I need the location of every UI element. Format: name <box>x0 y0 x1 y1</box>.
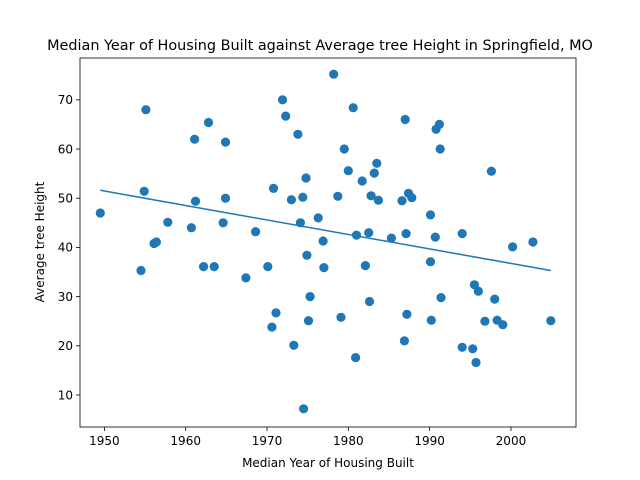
scatter-point <box>436 293 446 303</box>
scatter-point <box>298 192 308 202</box>
scatter-point <box>302 250 312 260</box>
scatter-point <box>399 336 409 346</box>
scatter-point <box>267 322 277 332</box>
x-tick-label: 1950 <box>89 434 120 448</box>
scatter-point <box>329 69 339 79</box>
x-tick-label: 1980 <box>333 434 364 448</box>
y-tick-label: 40 <box>58 241 73 255</box>
scatter-point <box>271 308 281 318</box>
scatter-points <box>95 69 556 414</box>
scatter-point <box>251 227 261 237</box>
chart-title: Median Year of Housing Built against Ave… <box>47 38 593 54</box>
scatter-point <box>190 134 200 144</box>
scatter-point <box>220 137 231 147</box>
scatter-point <box>351 353 361 363</box>
scatter-point <box>313 213 323 223</box>
scatter-point <box>318 236 328 246</box>
scatter-point <box>425 257 436 267</box>
scatter-point <box>480 316 490 326</box>
scatter-point <box>203 117 214 128</box>
scatter-point <box>369 168 379 178</box>
scatter-point <box>457 342 467 352</box>
scatter-point <box>199 262 209 272</box>
scatter-point <box>209 262 219 272</box>
y-tick-label: 70 <box>58 93 73 107</box>
scatter-point <box>303 316 314 326</box>
x-tick-label: 1970 <box>252 434 283 448</box>
scatter-point <box>407 193 417 203</box>
scatter-point <box>401 229 411 239</box>
scatter-point <box>301 173 311 183</box>
scatter-point <box>220 193 231 203</box>
y-tick-label: 20 <box>58 339 73 353</box>
scatter-point <box>473 286 483 296</box>
scatter-point <box>425 210 436 220</box>
plot-area: 1950 1960 1970 1980 1990 2000 10 20 30 40 50 60 70 <box>58 57 577 448</box>
scatter-point <box>364 296 375 307</box>
y-tick-label: 10 <box>58 388 73 402</box>
scatter-point <box>373 195 383 205</box>
scatter-point <box>277 95 288 105</box>
scatter-point <box>339 144 349 154</box>
scatter-point <box>299 404 309 414</box>
scatter-point <box>351 230 362 240</box>
x-tick-label: 2000 <box>496 434 527 448</box>
scatter-point <box>348 103 358 113</box>
scatter-point <box>333 191 343 201</box>
scatter-point <box>141 105 151 115</box>
scatter-point <box>319 263 329 273</box>
y-tick-label: 30 <box>58 290 73 304</box>
scatter-point <box>528 237 538 247</box>
x-axis-label: Median Year of Housing Built <box>242 456 414 470</box>
axes-frame <box>79 57 577 428</box>
scatter-point <box>136 265 146 276</box>
scatter-point <box>366 191 376 201</box>
scatter-point <box>336 312 346 322</box>
scatter-point <box>397 196 407 206</box>
scatter-point <box>434 119 444 129</box>
scatter-point <box>386 233 396 243</box>
scatter-point <box>190 196 201 206</box>
scatter-point <box>293 129 303 139</box>
scatter-point <box>343 166 353 176</box>
scatter-point <box>430 232 440 242</box>
scatter-point <box>400 114 410 125</box>
scatter-point <box>498 320 508 330</box>
scatter-point <box>241 273 251 283</box>
scatter-point <box>364 228 374 238</box>
scatter-point <box>186 223 196 233</box>
y-tick-label: 60 <box>58 142 73 156</box>
scatter-point <box>139 186 149 196</box>
scatter-point <box>490 294 500 304</box>
y-axis-label: Average tree Height <box>33 181 47 302</box>
scatter-point <box>507 242 518 252</box>
scatter-point <box>426 315 436 325</box>
x-tick-label: 1960 <box>170 434 201 448</box>
scatter-point <box>268 183 279 193</box>
scatter-point <box>151 237 161 247</box>
scatter-point <box>457 229 467 239</box>
scatter-point <box>263 262 273 272</box>
scatter-point <box>360 261 370 271</box>
scatter-point <box>372 158 382 168</box>
x-tick-label: 1990 <box>414 434 445 448</box>
scatter-point <box>218 218 228 228</box>
scatter-point <box>471 357 481 368</box>
scatter-point <box>281 111 291 121</box>
scatter-point <box>357 176 367 186</box>
trend-line <box>100 189 551 272</box>
scatter-point <box>486 166 496 176</box>
scatter-point <box>305 292 315 302</box>
scatter-point <box>468 344 478 354</box>
y-tick-label: 50 <box>58 192 73 206</box>
scatter-point <box>435 144 445 154</box>
scatter-point <box>402 309 412 319</box>
scatter-point <box>546 316 556 326</box>
scatter-point <box>286 195 296 205</box>
scatter-point <box>95 208 105 218</box>
scatter-point <box>289 340 299 350</box>
scatter-point <box>163 217 173 227</box>
